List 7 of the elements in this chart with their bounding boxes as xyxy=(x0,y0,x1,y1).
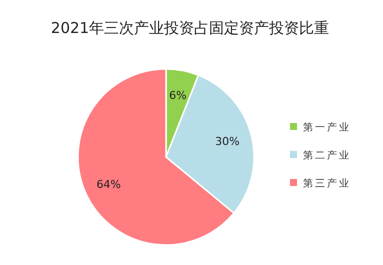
data-label: 30% xyxy=(215,135,240,148)
legend-label: 第一产业 xyxy=(303,122,351,134)
data-label: 64% xyxy=(96,178,121,191)
data-label: 6% xyxy=(169,88,187,102)
chart-title: 2021年三次产业投资占固定资产投资比重 xyxy=(50,19,330,37)
legend-label: 第二产业 xyxy=(303,150,351,162)
legend-label: 第三产业 xyxy=(303,178,351,190)
